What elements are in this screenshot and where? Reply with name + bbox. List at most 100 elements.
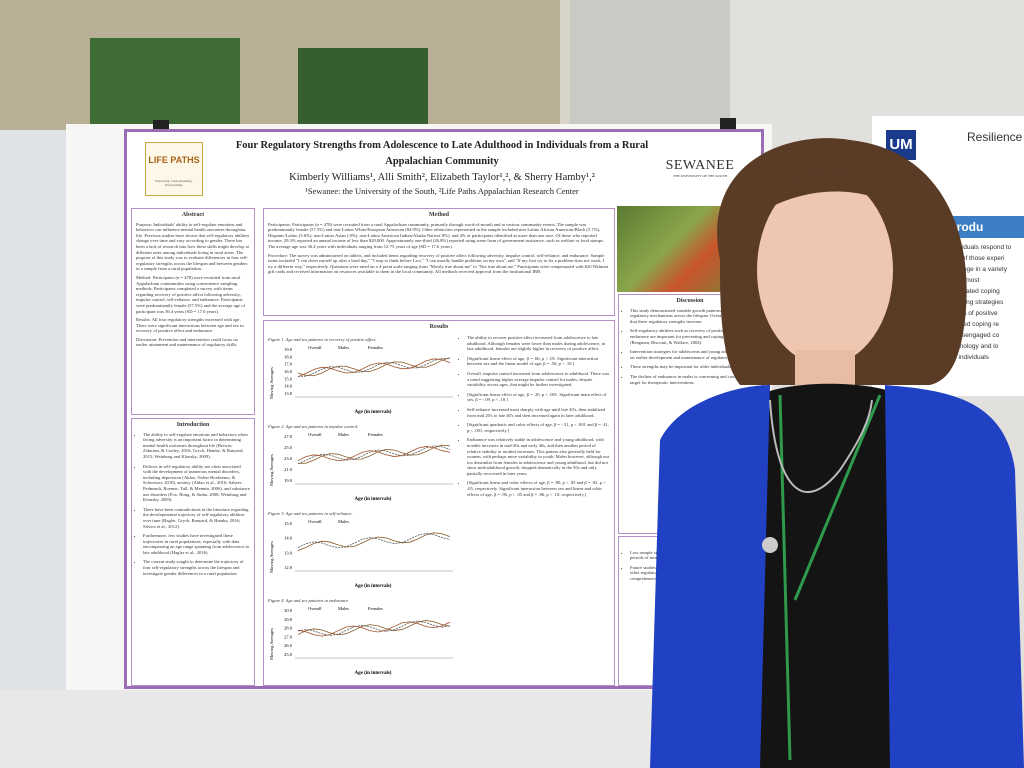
bullet-list: The ability to recover positive affect i… — [460, 335, 610, 497]
section-heading: Discussion — [676, 298, 704, 304]
bullet: [Significant linear effect of age, β = .… — [467, 392, 610, 403]
necklace — [769, 399, 873, 493]
x-axis-label: Age (in intervals) — [355, 410, 392, 415]
y-tick-label: 18.0 — [284, 354, 293, 359]
y-tick-label: 13.0 — [284, 550, 293, 555]
results-text: The ability to recover positive affect i… — [460, 335, 610, 501]
legend-entry: Overall — [308, 432, 322, 437]
y-tick-label: 28.0 — [284, 625, 293, 630]
neighbor-line: which individuals respond to — [930, 244, 1012, 251]
neighbor-line: psychopathology and lo — [930, 343, 999, 350]
bullet: These strengths may be important for old… — [630, 364, 757, 370]
legend-entry: Males — [338, 606, 349, 611]
figure-caption: Figure 4. Age and sex patterns in endura… — [268, 598, 350, 603]
legend-entry: Males — [338, 432, 349, 437]
neighbor-line: Avoidant/disengaged co — [930, 332, 1000, 339]
y-tick-label: 14.0 — [284, 383, 293, 388]
bullet: Deficits in self-regulatory ability are … — [143, 464, 250, 503]
y-tick-label: 19.0 — [284, 347, 293, 352]
poster-title: Four Regulatory Strengths from Adolescen… — [235, 140, 649, 167]
legend-entry: Females — [368, 432, 383, 437]
trend-line — [297, 620, 451, 637]
paragraph: Method: Participants (n = 478) were recr… — [136, 274, 246, 314]
figure-caption: Figure 1. Age and sex patterns in recove… — [268, 337, 377, 342]
neighbor-line: atterns in individuals — [930, 354, 989, 361]
bullet-list: This study demonstrated variable growth … — [623, 308, 757, 386]
section-heading: Method — [429, 212, 449, 218]
blazer-left — [650, 385, 770, 768]
figure: Figure 4. Age and sex patterns in endura… — [268, 598, 456, 682]
figure: Figure 2. Age and sex patterns in impuls… — [268, 424, 456, 508]
logo-tagline: Exploring. Understanding. Overcoming. — [155, 179, 193, 187]
lanyard — [778, 394, 882, 761]
y-tick-label: 25.0 — [284, 445, 293, 450]
trend-line — [297, 444, 451, 464]
section: Abstract Purpose: Individuals' ability to… — [131, 208, 255, 415]
figure: Figure 1. Age and sex patterns in recove… — [268, 337, 456, 421]
y-tick-label: 19.0 — [284, 478, 293, 483]
figure-plot: Moving Averages 19.0 18.0 17.0 16.0 15.0 14.0 1… — [269, 345, 453, 415]
y-tick-label: 12.0 — [284, 565, 293, 570]
y-tick-label: 30.0 — [284, 608, 293, 613]
trend-line — [297, 620, 451, 636]
bullet: Endurance was relatively stable in adole… — [467, 437, 610, 476]
neighbor-line: ctive/engaged coping re — [930, 321, 1000, 328]
section: Method Participants: Participants (n = 47… — [263, 208, 615, 316]
bullet: The ability to self-regulate emotions an… — [143, 432, 250, 460]
legend-entry: Overall — [308, 519, 322, 524]
trend-line — [297, 445, 451, 461]
lower-board — [0, 690, 770, 768]
bullet: [Significant linear and cubic effects of… — [467, 480, 610, 497]
y-tick-label: 17.0 — [284, 361, 293, 366]
trend-line — [297, 357, 451, 377]
window — [90, 38, 240, 126]
section: Results The ability to recover positive a… — [263, 320, 615, 686]
bullet: This study demonstrated variable growth … — [630, 308, 757, 325]
y-tick-label: 15.0 — [284, 376, 293, 381]
legend-entry: Overall — [308, 345, 322, 350]
window — [298, 48, 428, 126]
bullet-list: The ability to self-regulate emotions an… — [136, 432, 250, 577]
y-tick-label: 15.0 — [284, 521, 293, 526]
university-logo: SEWANEE THE UNIVERSITY OF THE SOUTH — [655, 158, 745, 178]
affiliation: ¹Sewanee: the University of the South, ²… — [305, 186, 579, 196]
bullet: [Significant quadratic and cubic effects… — [467, 422, 610, 433]
trend-line — [297, 619, 451, 635]
legend-entry: Males — [338, 519, 349, 524]
legend-entry: Females — [368, 606, 383, 611]
neighbor-line: viduals engage in a variety — [930, 266, 1007, 273]
bullet: The decline of endurance in males is con… — [630, 374, 757, 385]
y-axis-label: Moving Averages — [269, 366, 274, 398]
pendant — [762, 537, 778, 553]
y-tick-label: 29.0 — [284, 616, 293, 621]
y-tick-label: 13.0 — [284, 391, 293, 396]
paragraph: Participants: Participants (n = 478) wer… — [268, 221, 605, 249]
top — [740, 383, 920, 768]
university-subtitle: THE UNIVERSITY OF THE SOUTH — [672, 174, 728, 178]
paragraph: Discussion: Prevention and intervention … — [136, 336, 238, 348]
section-heading: Results — [429, 324, 449, 330]
figure: Figure 3. Age and sex patterns in self-r… — [268, 511, 456, 595]
bullet: The ability to recover positive affect i… — [467, 335, 610, 352]
logo-name: LIFE PATHS — [148, 155, 200, 165]
y-tick-label: 26.0 — [284, 643, 293, 648]
bullet: [Significant linear effect of age, β = .… — [467, 356, 610, 367]
trend-line — [297, 356, 451, 376]
authors: Kimberly Williams¹, Alli Smith², Elizabe… — [289, 172, 595, 183]
y-tick-label: 27.0 — [284, 634, 293, 639]
y-tick-label: 14.0 — [284, 535, 293, 540]
blinds — [570, 0, 730, 125]
x-axis-label: Age (in intervals) — [355, 584, 392, 589]
legend-entry: Overall — [308, 606, 322, 611]
y-axis-label: Moving Averages — [269, 453, 274, 485]
x-axis-label: Age (in intervals) — [355, 671, 392, 676]
blazer-right — [885, 385, 1024, 768]
bullet: There have been contradictions in the li… — [143, 507, 250, 529]
trend-line — [297, 532, 451, 548]
neighbor-title: Resilience — [967, 130, 1023, 144]
section-heading: Introduction — [176, 422, 210, 428]
bullet: Intervention strategies for adolescents … — [630, 349, 757, 360]
bullet: Overall, impulse control increased from … — [467, 371, 610, 388]
